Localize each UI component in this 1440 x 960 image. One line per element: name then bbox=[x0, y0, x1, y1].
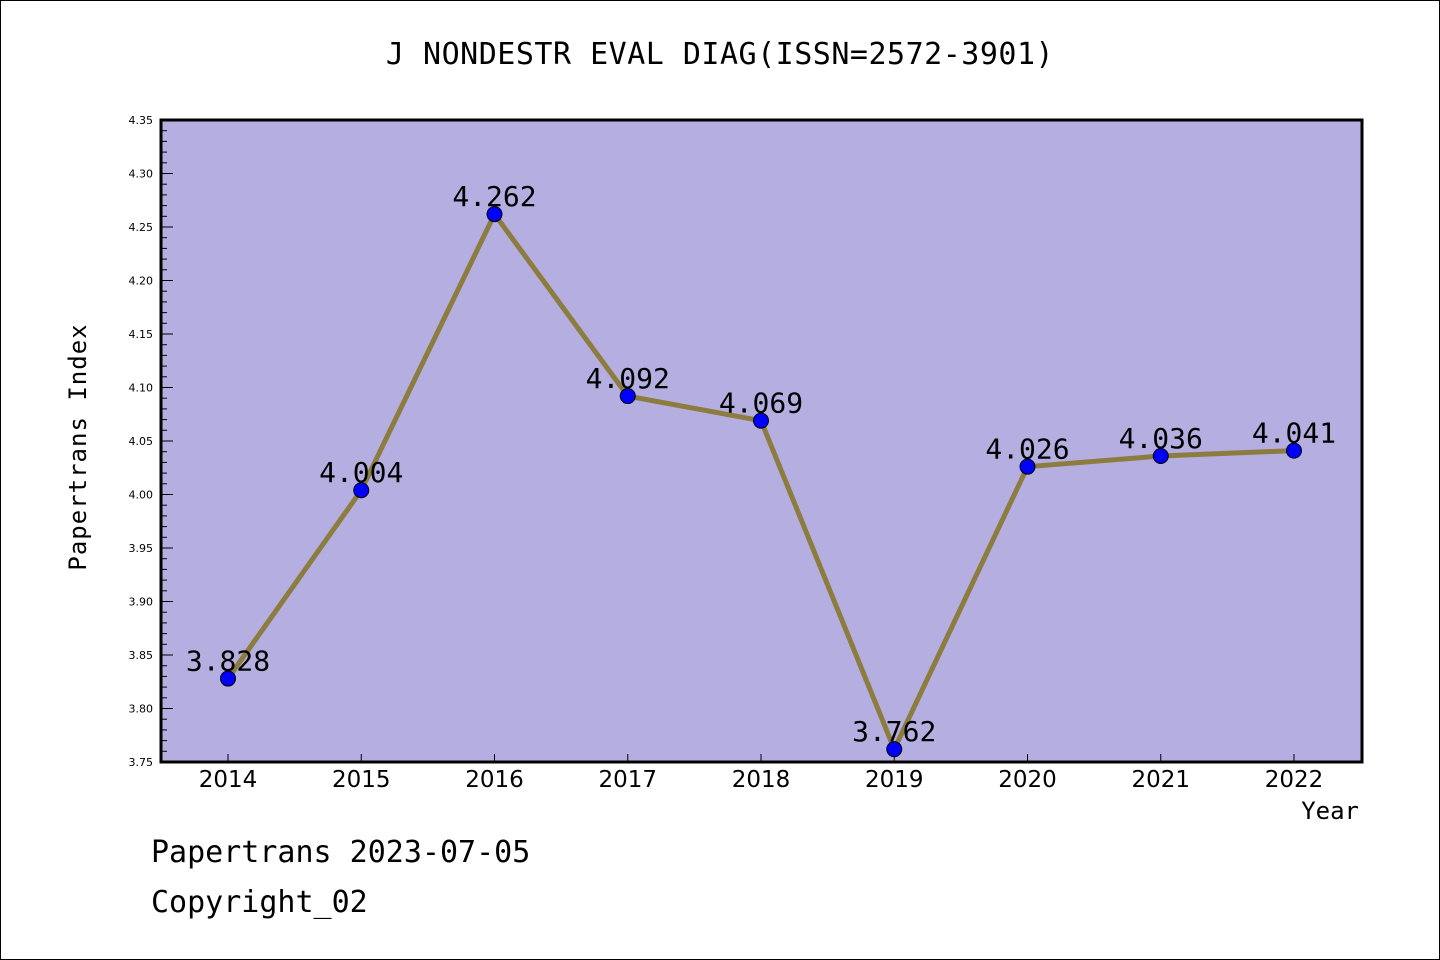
data-point bbox=[619, 388, 636, 405]
y-tick-label: 4.05 bbox=[129, 435, 154, 448]
y-tick-label: 3.75 bbox=[129, 756, 154, 769]
y-tick-label: 4.20 bbox=[129, 275, 154, 288]
plot-border bbox=[159, 118, 1364, 764]
y-tick-label: 4.25 bbox=[129, 221, 154, 234]
x-tick-label: 2015 bbox=[332, 767, 391, 793]
y-tick-label: 3.95 bbox=[129, 542, 154, 555]
x-tick-label: 2016 bbox=[465, 767, 524, 793]
y-tick-label: 4.10 bbox=[129, 382, 154, 395]
x-tick-label: 2014 bbox=[199, 767, 258, 793]
data-label: 3.762 bbox=[852, 715, 936, 748]
x-tick-label: 2017 bbox=[598, 767, 657, 793]
y-tick-label: 3.80 bbox=[129, 703, 154, 716]
footer-copyright: Copyright_02 bbox=[151, 885, 368, 920]
x-axis-label: Year bbox=[1301, 797, 1359, 825]
plot-area bbox=[161, 120, 1362, 762]
data-label: 4.092 bbox=[586, 362, 670, 395]
x-tick-label: 2022 bbox=[1265, 767, 1324, 793]
footer-source-date: Papertrans 2023-07-05 bbox=[151, 835, 531, 870]
data-label: 4.036 bbox=[1119, 422, 1203, 455]
y-tick-label: 4.15 bbox=[129, 328, 154, 341]
y-axis-label: Papertrans Index bbox=[64, 323, 92, 571]
chart-title: J NONDESTR EVAL DIAG(ISSN=2572-3901) bbox=[385, 37, 1055, 72]
x-tick-label: 2020 bbox=[998, 767, 1057, 793]
y-tick-label: 4.35 bbox=[129, 114, 154, 127]
data-label: 4.069 bbox=[719, 387, 803, 420]
x-tick-label: 2021 bbox=[1131, 767, 1190, 793]
data-point bbox=[753, 412, 769, 429]
data-point bbox=[486, 206, 503, 223]
data-point bbox=[886, 741, 903, 758]
data-point bbox=[1019, 458, 1036, 475]
x-tick-label: 2018 bbox=[732, 767, 791, 793]
data-point bbox=[353, 482, 370, 499]
data-label: 4.004 bbox=[319, 456, 403, 489]
data-point bbox=[1286, 442, 1302, 459]
data-label: 4.026 bbox=[985, 433, 1069, 466]
data-label: 4.041 bbox=[1252, 417, 1336, 450]
y-tick-label: 3.85 bbox=[129, 649, 154, 662]
x-tick-label: 2019 bbox=[865, 767, 924, 793]
data-point bbox=[1152, 447, 1169, 464]
y-tick-label: 4.30 bbox=[129, 168, 154, 181]
data-label: 3.828 bbox=[186, 645, 270, 678]
y-tick-label: 3.90 bbox=[129, 596, 154, 609]
y-tick-label: 4.00 bbox=[129, 489, 154, 502]
data-point bbox=[220, 670, 236, 687]
data-label: 4.262 bbox=[452, 180, 536, 213]
